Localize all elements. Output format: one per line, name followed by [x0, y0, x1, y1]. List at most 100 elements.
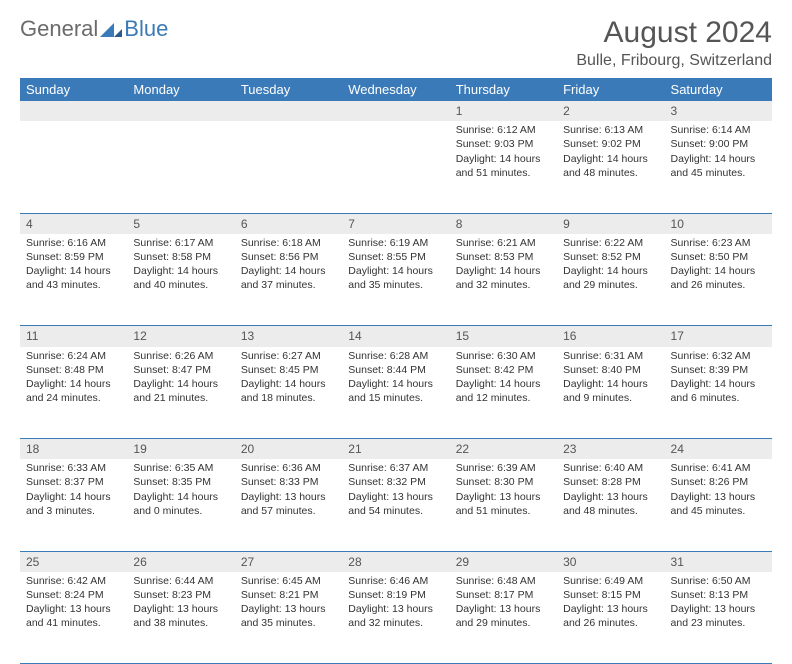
day-day1: Daylight: 13 hours: [563, 490, 658, 504]
day-sunrise: Sunrise: 6:31 AM: [563, 349, 658, 363]
day-day1: Daylight: 14 hours: [563, 264, 658, 278]
day-cell: Sunrise: 6:48 AMSunset: 8:17 PMDaylight:…: [450, 572, 557, 664]
day-sunrise: Sunrise: 6:32 AM: [671, 349, 766, 363]
day-sunset: Sunset: 8:30 PM: [456, 475, 551, 489]
brand-triangle-icon: [100, 21, 122, 37]
day-number: 20: [235, 439, 342, 460]
day-number: 31: [665, 551, 772, 572]
day-sunset: Sunset: 8:24 PM: [26, 588, 121, 602]
day-day2: and 38 minutes.: [133, 616, 228, 630]
week-body-row: Sunrise: 6:33 AMSunset: 8:37 PMDaylight:…: [20, 459, 772, 551]
day-number: 18: [20, 439, 127, 460]
day-sunset: Sunset: 8:39 PM: [671, 363, 766, 377]
day-sunset: Sunset: 9:00 PM: [671, 137, 766, 151]
weekday-header: Monday: [127, 78, 234, 101]
weekday-header-row: Sunday Monday Tuesday Wednesday Thursday…: [20, 78, 772, 101]
day-sunrise: Sunrise: 6:44 AM: [133, 574, 228, 588]
weekday-header: Tuesday: [235, 78, 342, 101]
day-cell: Sunrise: 6:18 AMSunset: 8:56 PMDaylight:…: [235, 234, 342, 326]
day-cell: Sunrise: 6:39 AMSunset: 8:30 PMDaylight:…: [450, 459, 557, 551]
day-day1: Daylight: 14 hours: [133, 264, 228, 278]
day-day2: and 9 minutes.: [563, 391, 658, 405]
weekday-header: Wednesday: [342, 78, 449, 101]
brand-text-blue: Blue: [124, 16, 168, 42]
day-number: 5: [127, 213, 234, 234]
day-day2: and 29 minutes.: [456, 616, 551, 630]
day-cell: Sunrise: 6:24 AMSunset: 8:48 PMDaylight:…: [20, 347, 127, 439]
day-sunset: Sunset: 8:47 PM: [133, 363, 228, 377]
day-day1: Daylight: 13 hours: [671, 490, 766, 504]
day-number: 28: [342, 551, 449, 572]
day-cell: Sunrise: 6:27 AMSunset: 8:45 PMDaylight:…: [235, 347, 342, 439]
day-number: 3: [665, 101, 772, 121]
day-cell: Sunrise: 6:17 AMSunset: 8:58 PMDaylight:…: [127, 234, 234, 326]
brand-logo: General Blue: [20, 16, 168, 42]
day-day2: and 32 minutes.: [456, 278, 551, 292]
day-day1: Daylight: 13 hours: [241, 490, 336, 504]
day-sunset: Sunset: 8:35 PM: [133, 475, 228, 489]
day-sunset: Sunset: 8:19 PM: [348, 588, 443, 602]
weekday-header: Friday: [557, 78, 664, 101]
day-cell: Sunrise: 6:21 AMSunset: 8:53 PMDaylight:…: [450, 234, 557, 326]
day-cell: Sunrise: 6:12 AMSunset: 9:03 PMDaylight:…: [450, 121, 557, 213]
day-sunrise: Sunrise: 6:27 AM: [241, 349, 336, 363]
day-sunset: Sunset: 8:32 PM: [348, 475, 443, 489]
day-day1: Daylight: 14 hours: [456, 264, 551, 278]
day-number-row: 123: [20, 101, 772, 121]
day-day2: and 0 minutes.: [133, 504, 228, 518]
day-sunset: Sunset: 9:02 PM: [563, 137, 658, 151]
day-sunrise: Sunrise: 6:50 AM: [671, 574, 766, 588]
day-sunset: Sunset: 8:33 PM: [241, 475, 336, 489]
week-body-row: Sunrise: 6:12 AMSunset: 9:03 PMDaylight:…: [20, 121, 772, 213]
day-cell: [235, 121, 342, 213]
day-sunset: Sunset: 8:13 PM: [671, 588, 766, 602]
day-day1: Daylight: 14 hours: [26, 490, 121, 504]
day-day1: Daylight: 14 hours: [133, 490, 228, 504]
title-block: August 2024 Bulle, Fribourg, Switzerland: [576, 16, 772, 70]
day-cell: Sunrise: 6:23 AMSunset: 8:50 PMDaylight:…: [665, 234, 772, 326]
week-body-row: Sunrise: 6:16 AMSunset: 8:59 PMDaylight:…: [20, 234, 772, 326]
day-cell: [342, 121, 449, 213]
day-cell: Sunrise: 6:32 AMSunset: 8:39 PMDaylight:…: [665, 347, 772, 439]
day-day1: Daylight: 14 hours: [671, 264, 766, 278]
weekday-header: Thursday: [450, 78, 557, 101]
day-cell: Sunrise: 6:41 AMSunset: 8:26 PMDaylight:…: [665, 459, 772, 551]
day-number-row: 18192021222324: [20, 439, 772, 460]
day-sunset: Sunset: 8:44 PM: [348, 363, 443, 377]
day-cell: Sunrise: 6:33 AMSunset: 8:37 PMDaylight:…: [20, 459, 127, 551]
day-sunrise: Sunrise: 6:30 AM: [456, 349, 551, 363]
day-sunset: Sunset: 8:17 PM: [456, 588, 551, 602]
day-day1: Daylight: 14 hours: [241, 377, 336, 391]
day-sunrise: Sunrise: 6:45 AM: [241, 574, 336, 588]
weekday-header: Saturday: [665, 78, 772, 101]
day-sunrise: Sunrise: 6:24 AM: [26, 349, 121, 363]
day-day1: Daylight: 13 hours: [133, 602, 228, 616]
day-day2: and 35 minutes.: [241, 616, 336, 630]
day-cell: Sunrise: 6:44 AMSunset: 8:23 PMDaylight:…: [127, 572, 234, 664]
day-day1: Daylight: 14 hours: [563, 377, 658, 391]
day-sunrise: Sunrise: 6:12 AM: [456, 123, 551, 137]
day-cell: Sunrise: 6:37 AMSunset: 8:32 PMDaylight:…: [342, 459, 449, 551]
day-number: 8: [450, 213, 557, 234]
day-sunrise: Sunrise: 6:18 AM: [241, 236, 336, 250]
day-day2: and 48 minutes.: [563, 504, 658, 518]
day-day1: Daylight: 13 hours: [241, 602, 336, 616]
day-day2: and 40 minutes.: [133, 278, 228, 292]
day-sunset: Sunset: 8:15 PM: [563, 588, 658, 602]
day-sunset: Sunset: 8:55 PM: [348, 250, 443, 264]
day-day2: and 45 minutes.: [671, 166, 766, 180]
day-day2: and 29 minutes.: [563, 278, 658, 292]
day-day1: Daylight: 14 hours: [26, 377, 121, 391]
header: General Blue August 2024 Bulle, Fribourg…: [20, 16, 772, 70]
calendar-table: Sunday Monday Tuesday Wednesday Thursday…: [20, 78, 772, 664]
day-sunrise: Sunrise: 6:39 AM: [456, 461, 551, 475]
day-cell: Sunrise: 6:28 AMSunset: 8:44 PMDaylight:…: [342, 347, 449, 439]
day-sunset: Sunset: 8:37 PM: [26, 475, 121, 489]
day-cell: [127, 121, 234, 213]
day-sunset: Sunset: 8:23 PM: [133, 588, 228, 602]
day-day2: and 24 minutes.: [26, 391, 121, 405]
day-day1: Daylight: 14 hours: [671, 152, 766, 166]
day-day2: and 6 minutes.: [671, 391, 766, 405]
day-day2: and 54 minutes.: [348, 504, 443, 518]
day-number-row: 11121314151617: [20, 326, 772, 347]
